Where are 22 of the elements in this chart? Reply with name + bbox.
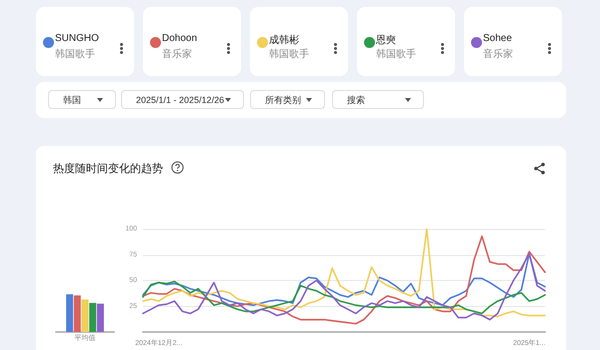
text: 所有类别 (265, 95, 301, 105)
text: 搜索 (347, 95, 365, 105)
text: 音乐家 (162, 48, 192, 61)
line-series (142, 252, 546, 320)
legend-label: 恩奭 (376, 34, 396, 47)
bar (89, 302, 96, 332)
text: 韩国 (63, 95, 81, 105)
legend-label: Dohoon (162, 33, 198, 44)
line-series (142, 280, 546, 314)
text: 韩国歌手 (269, 48, 309, 61)
bar (96, 304, 104, 332)
text: 音乐家 (483, 48, 513, 61)
bar (66, 294, 74, 332)
legend-label: SUNGHO (55, 33, 99, 44)
chart-title: 热度随时间变化的趋势 (53, 162, 163, 176)
text: 韩国歌手 (376, 48, 416, 61)
text: 韩国歌手 (55, 48, 95, 61)
legend-label: Sohee (483, 33, 512, 44)
legend-label: 成韩彬 (269, 34, 299, 47)
bar (82, 300, 88, 332)
text: 2025/1/1 - 2025/12/26 (136, 95, 224, 105)
bar (74, 295, 81, 332)
